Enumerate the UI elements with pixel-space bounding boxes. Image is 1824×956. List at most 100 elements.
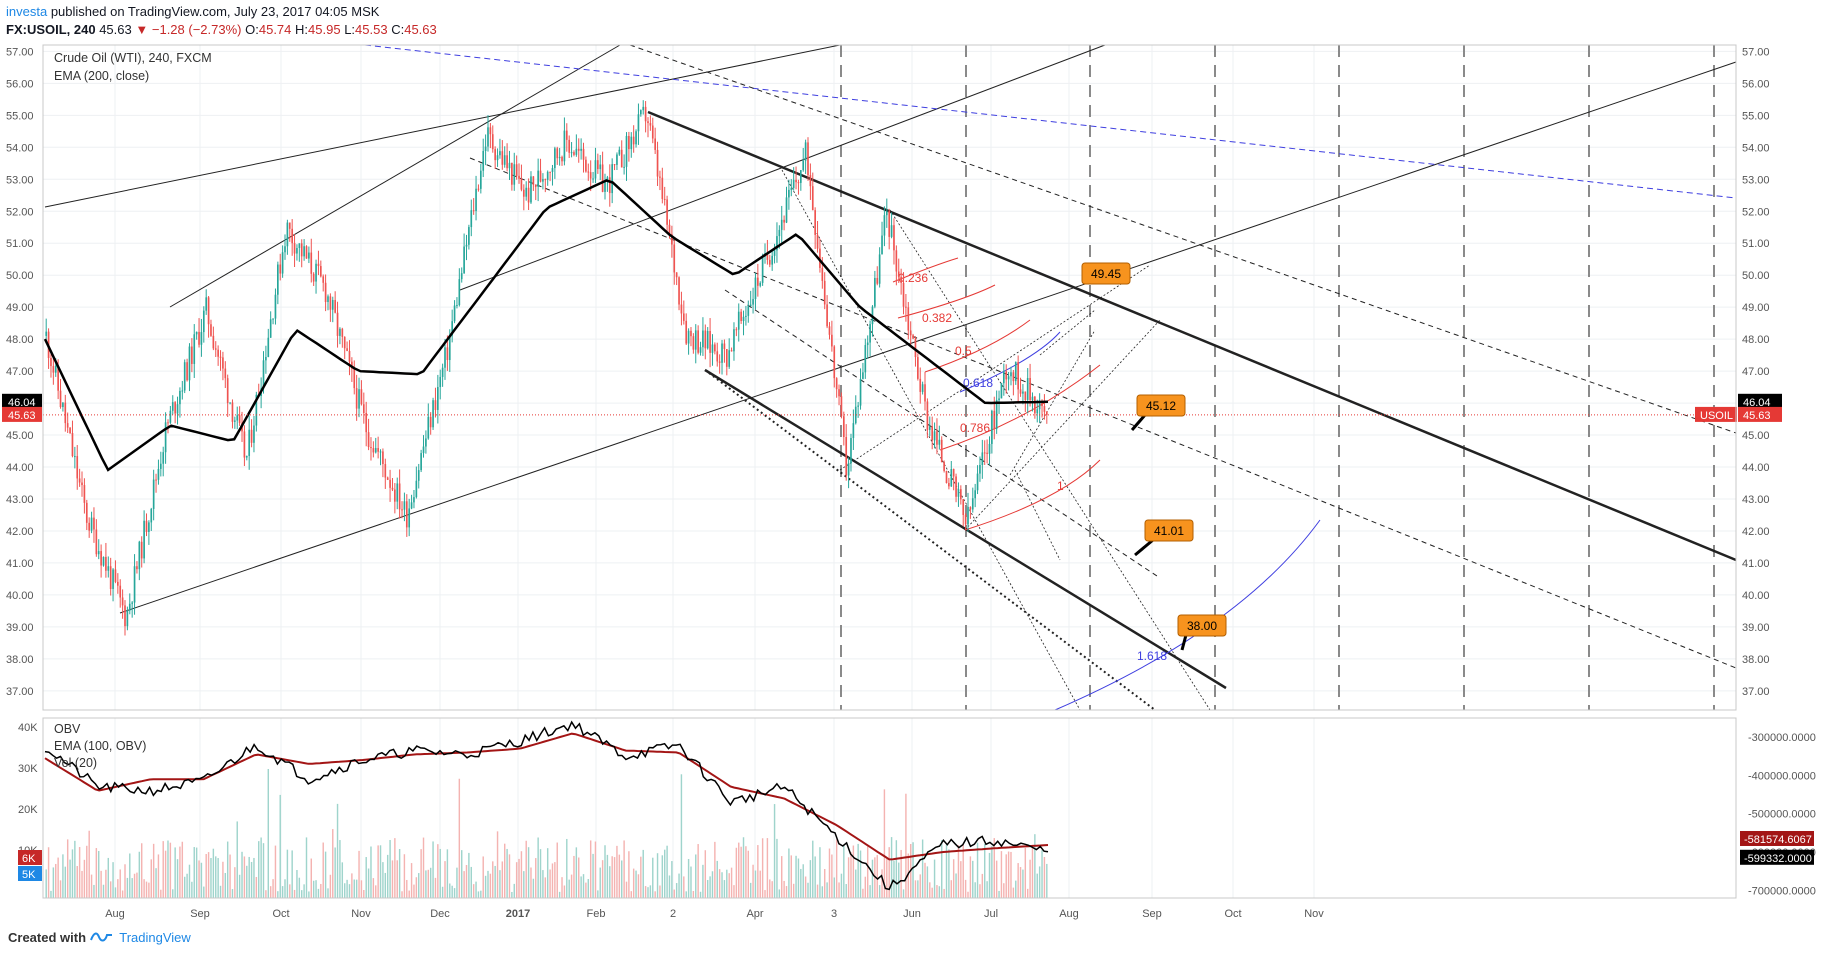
legend-obv[interactable]: OBV xyxy=(54,722,81,736)
legend-obv-ema[interactable]: EMA (100, OBV) xyxy=(54,739,147,753)
candle-body xyxy=(874,277,876,307)
candle-body xyxy=(1010,372,1012,377)
candle-body xyxy=(360,389,363,405)
price-axis[interactable]: 57.00 57.00 56.00 56.00 55.00 55.00 54.00 54.00… xyxy=(2,46,1782,698)
candle-body xyxy=(926,401,929,430)
candle-body xyxy=(183,362,186,391)
candle-body xyxy=(52,366,55,373)
candle-body xyxy=(530,176,532,203)
candle-body xyxy=(312,273,315,282)
candle-body xyxy=(353,368,356,389)
y-tick-label-right: 45.00 xyxy=(1742,430,1770,442)
candle-body xyxy=(74,456,76,458)
legend-symbol[interactable]: Crude Oil (WTI), 240, FXCM xyxy=(54,51,212,65)
candle-body xyxy=(761,256,764,283)
candle-body xyxy=(833,346,836,379)
candle-body xyxy=(940,439,943,463)
candle-body xyxy=(231,402,234,422)
candle-body xyxy=(150,508,153,523)
candle-body xyxy=(408,508,411,528)
candle-body xyxy=(864,345,867,373)
y-tick-label-left: 43.00 xyxy=(6,494,34,506)
candle-body xyxy=(451,321,454,336)
candle-body xyxy=(496,155,499,161)
y-tick-label-left: 41.00 xyxy=(6,558,34,570)
candle-body xyxy=(64,402,67,424)
candle-body xyxy=(446,347,449,361)
candle-body xyxy=(687,330,690,344)
candle-body xyxy=(585,159,587,172)
candle-body xyxy=(269,319,272,338)
right-price-tag xyxy=(1738,406,1782,422)
candle-body xyxy=(291,228,294,244)
vol-tick-label: 40K xyxy=(18,722,38,734)
candle-body xyxy=(506,155,508,169)
ohlc-high: 45.95 xyxy=(308,22,341,37)
time-axis[interactable]: Aug Sep Oct Nov Dec 2017 Feb 2 Apr 3 Jun Jul Aug Sep O… xyxy=(105,908,1324,920)
x-tick-label: Sep xyxy=(190,908,210,920)
vol-value-tag xyxy=(18,850,42,865)
candle-body xyxy=(222,357,224,369)
candle-body xyxy=(807,142,809,176)
candle-body xyxy=(754,277,757,300)
obv-tick-label: -500000.0000 xyxy=(1748,809,1816,821)
candle-body xyxy=(976,473,979,491)
candle-body xyxy=(857,405,859,407)
left-price-tag xyxy=(2,406,42,422)
tradingview-link[interactable]: TradingView xyxy=(119,930,191,945)
candle-body xyxy=(917,357,919,379)
fib-arc-0786 xyxy=(939,364,1101,451)
callout-box xyxy=(1081,262,1131,285)
candle-body xyxy=(319,266,322,277)
candle-body xyxy=(704,330,707,349)
candle-body xyxy=(778,229,781,237)
candle-body xyxy=(675,272,678,278)
candle-body xyxy=(678,277,680,305)
candle-body xyxy=(819,248,821,268)
ohlc-close: 45.63 xyxy=(404,22,437,37)
candle-body xyxy=(300,243,303,257)
candle-body xyxy=(245,455,248,458)
candle-body xyxy=(561,156,563,162)
candle-body xyxy=(1045,411,1048,415)
candle-body xyxy=(212,335,215,349)
candle-body xyxy=(964,514,967,525)
candle-body xyxy=(425,438,427,447)
vol-tick-label: 20K xyxy=(18,804,38,816)
author-link[interactable]: investa xyxy=(6,4,48,19)
candle-body xyxy=(962,499,965,515)
candle-body xyxy=(76,456,79,479)
candle-body xyxy=(97,551,100,555)
candle-body xyxy=(625,135,628,167)
candle-body xyxy=(919,378,922,392)
candle-body xyxy=(88,522,91,531)
legend-vol[interactable]: Vol (20) xyxy=(54,756,98,770)
candle-body xyxy=(284,246,286,253)
publish-line: investa published on TradingView.com, Ju… xyxy=(6,4,379,19)
candle-body xyxy=(520,178,523,190)
x-tick-label: 2017 xyxy=(506,908,530,920)
y-tick-label-right: 51.00 xyxy=(1742,238,1770,250)
candle-body xyxy=(370,447,372,449)
obv-tick-label: -700000.0000 xyxy=(1748,885,1816,897)
candle-body xyxy=(415,480,418,498)
candle-body xyxy=(167,422,169,424)
x-tick-label: Oct xyxy=(1224,908,1241,920)
candle-body xyxy=(816,234,819,249)
vol-value-tag xyxy=(18,866,42,881)
candle-body xyxy=(663,198,666,200)
candle-body xyxy=(377,448,379,452)
candle-body xyxy=(647,121,649,124)
obv-axis[interactable]: 40K30K20K10K-300000.0000-400000.0000-500… xyxy=(18,722,1816,897)
candle-body xyxy=(379,451,382,453)
fib-arc-0618 xyxy=(959,331,1061,393)
fan-line xyxy=(889,209,1211,711)
candle-body xyxy=(854,406,857,424)
legend-ema[interactable]: EMA (200, close) xyxy=(54,69,150,83)
candle-body xyxy=(948,483,950,487)
tradingview-logo-icon xyxy=(89,932,112,942)
candle-body xyxy=(145,520,148,532)
candle-body xyxy=(568,139,571,153)
candle-body xyxy=(902,282,905,307)
